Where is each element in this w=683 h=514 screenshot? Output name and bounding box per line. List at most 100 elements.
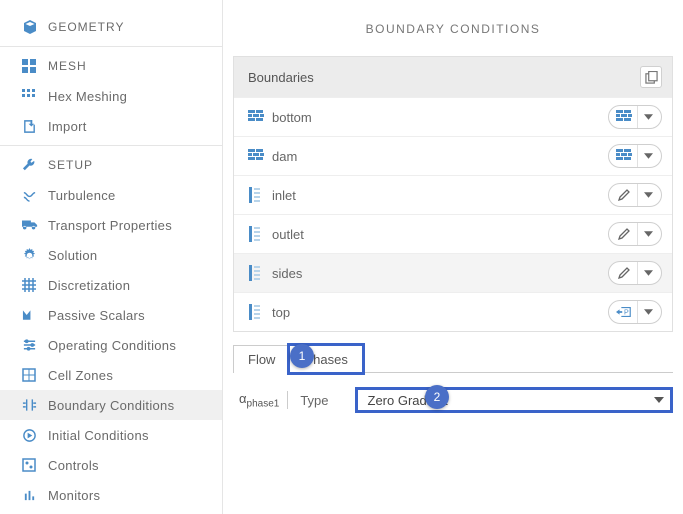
scalars-icon bbox=[22, 308, 44, 322]
sidebar-item-monitors[interactable]: Monitors bbox=[0, 480, 222, 510]
pencil-icon[interactable] bbox=[611, 227, 637, 241]
copy-button[interactable] bbox=[640, 66, 662, 88]
boundary-row[interactable]: outlet bbox=[234, 214, 672, 253]
sidebar-label: Operating Conditions bbox=[48, 338, 176, 353]
chevron-down-icon[interactable] bbox=[637, 301, 659, 323]
boundary-label: dam bbox=[272, 149, 608, 164]
chevron-down-icon[interactable] bbox=[637, 145, 659, 167]
chevron-down-icon[interactable] bbox=[637, 106, 659, 128]
annotation-badge-1: 1 bbox=[290, 344, 314, 368]
phase-form: αphase1 Type Zero Gradient bbox=[233, 387, 673, 413]
pencil-icon[interactable] bbox=[611, 188, 637, 202]
sidebar-label: Passive Scalars bbox=[48, 308, 145, 323]
sidebar-label: Import bbox=[48, 119, 87, 134]
sidebar-item-transport[interactable]: Transport Properties bbox=[0, 210, 222, 240]
boundary-row[interactable]: inlet bbox=[234, 175, 672, 214]
chevron-down-icon[interactable] bbox=[637, 223, 659, 245]
sidebar-header-geometry[interactable]: GEOMETRY bbox=[0, 12, 222, 42]
sidebar-item-boundary-conditions[interactable]: Boundary Conditions bbox=[0, 390, 222, 420]
boundary-row[interactable]: dam bbox=[234, 136, 672, 175]
wall-icon bbox=[248, 110, 272, 124]
type-label: Type bbox=[300, 393, 328, 408]
boundaries-header: Boundaries bbox=[234, 57, 672, 97]
sidebar-header-mesh[interactable]: MESH bbox=[0, 51, 222, 81]
turbulence-icon bbox=[22, 188, 44, 203]
sidebar-item-passive-scalars[interactable]: Passive Scalars bbox=[0, 300, 222, 330]
boundary-label: bottom bbox=[272, 110, 608, 125]
boundary-type-chip bbox=[608, 105, 662, 129]
sidebar-label: MESH bbox=[48, 59, 87, 73]
patch-icon bbox=[248, 265, 272, 281]
boundary-type-chip bbox=[608, 261, 662, 285]
boundary-row[interactable]: bottom bbox=[234, 97, 672, 136]
wall-icon[interactable] bbox=[611, 149, 637, 163]
boundary-row[interactable]: sides bbox=[234, 253, 672, 292]
controls-icon bbox=[22, 458, 44, 472]
sidebar-label: GEOMETRY bbox=[48, 20, 124, 34]
chevron-down-icon[interactable] bbox=[637, 262, 659, 284]
hex-icon bbox=[22, 89, 44, 103]
zones-icon bbox=[22, 368, 44, 382]
patch-icon bbox=[248, 304, 272, 320]
sidebar-label: Transport Properties bbox=[48, 218, 172, 233]
truck-icon bbox=[22, 218, 44, 232]
boundary-label: sides bbox=[272, 266, 608, 281]
sidebar-header-setup[interactable]: SETUP bbox=[0, 150, 222, 180]
chevron-down-icon[interactable] bbox=[637, 184, 659, 206]
sidebar-item-turbulence[interactable]: Turbulence bbox=[0, 180, 222, 210]
boundary-icon bbox=[22, 398, 44, 412]
sidebar-label: Hex Meshing bbox=[48, 89, 127, 104]
sliders-icon bbox=[22, 338, 44, 352]
sidebar-item-initial-conditions[interactable]: Initial Conditions bbox=[0, 420, 222, 450]
sidebar-label: Initial Conditions bbox=[48, 428, 149, 443]
type-select[interactable]: Zero Gradient bbox=[355, 387, 673, 413]
sidebar-label: Turbulence bbox=[48, 188, 116, 203]
import-icon bbox=[22, 119, 44, 134]
boundary-type-chip bbox=[608, 183, 662, 207]
boundary-label: top bbox=[272, 305, 608, 320]
boundaries-title: Boundaries bbox=[248, 70, 314, 85]
wrench-icon bbox=[22, 158, 44, 173]
gear-icon bbox=[22, 248, 44, 263]
sidebar-item-controls[interactable]: Controls bbox=[0, 450, 222, 480]
boundary-type-chip bbox=[608, 222, 662, 246]
sidebar-label: Controls bbox=[48, 458, 99, 473]
alpha-label: αphase1 bbox=[239, 391, 288, 410]
mesh-icon bbox=[22, 59, 44, 73]
sidebar-label: Boundary Conditions bbox=[48, 398, 174, 413]
initial-icon bbox=[22, 428, 44, 443]
annotation-badge-2: 2 bbox=[425, 385, 449, 409]
sidebar-item-solution[interactable]: Solution bbox=[0, 240, 222, 270]
svg-text:P: P bbox=[624, 309, 629, 317]
monitor-icon bbox=[22, 489, 44, 502]
page-title: BOUNDARY CONDITIONS bbox=[233, 0, 673, 56]
boundary-label: inlet bbox=[272, 188, 608, 203]
sidebar-label: Monitors bbox=[48, 488, 100, 503]
sidebar-item-operating-conditions[interactable]: Operating Conditions bbox=[0, 330, 222, 360]
sidebar-item-hex-meshing[interactable]: Hex Meshing bbox=[0, 81, 222, 111]
sidebar-label: Solution bbox=[48, 248, 97, 263]
sidebar-label: Cell Zones bbox=[48, 368, 113, 383]
sidebar-label: Discretization bbox=[48, 278, 130, 293]
tab-flow[interactable]: Flow bbox=[233, 345, 290, 373]
boundary-type-chip: P bbox=[608, 300, 662, 324]
patch-icon bbox=[248, 226, 272, 242]
sidebar-item-discretization[interactable]: Discretization bbox=[0, 270, 222, 300]
wall-icon bbox=[248, 149, 272, 163]
boundaries-panel: Boundaries bottom dam inlet outlet sides top P bbox=[233, 56, 673, 332]
boundary-row[interactable]: top P bbox=[234, 292, 672, 331]
main-panel: BOUNDARY CONDITIONS Boundaries bottom dam… bbox=[223, 0, 683, 514]
plane-icon[interactable]: P bbox=[611, 306, 637, 318]
patch-icon bbox=[248, 187, 272, 203]
sidebar-item-import[interactable]: Import bbox=[0, 111, 222, 141]
sidebar-label: SETUP bbox=[48, 158, 93, 172]
boundary-label: outlet bbox=[272, 227, 608, 242]
pencil-icon[interactable] bbox=[611, 266, 637, 280]
boundaries-list: bottom dam inlet outlet sides top P bbox=[234, 97, 672, 331]
sidebar: GEOMETRY MESH Hex Meshing Import bbox=[0, 0, 223, 514]
boundary-type-chip bbox=[608, 144, 662, 168]
grid-icon bbox=[22, 278, 44, 292]
chevron-down-icon bbox=[654, 397, 664, 403]
sidebar-item-cell-zones[interactable]: Cell Zones bbox=[0, 360, 222, 390]
wall-icon[interactable] bbox=[611, 110, 637, 124]
